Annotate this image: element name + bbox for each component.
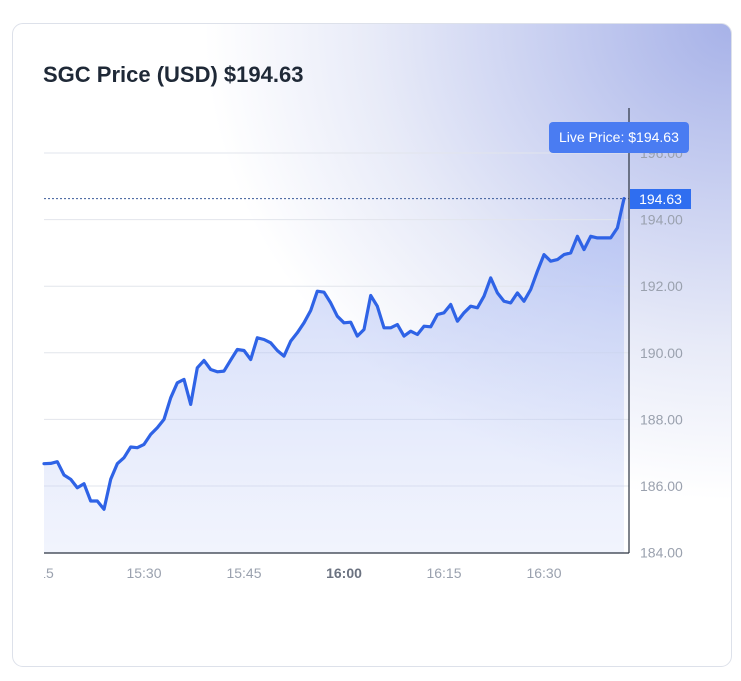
price-area [44, 198, 624, 553]
x-tick-label: 16:30 [526, 565, 561, 581]
price-chart: 184.00186.00188.00190.00192.00194.00196.… [34, 108, 683, 581]
live-price-badge: 194.63 [630, 189, 691, 209]
x-tick-label: :15 [34, 565, 54, 581]
x-tick-label: 16:00 [326, 565, 362, 581]
price-line [42, 197, 626, 511]
live-price-tooltip: Live Price: $194.63 [549, 122, 689, 153]
y-tick-label: 190.00 [640, 345, 683, 361]
y-tick-label: 194.00 [640, 212, 683, 228]
chart-title: SGC Price (USD) $194.63 [43, 62, 304, 87]
x-tick-label: 16:15 [426, 565, 461, 581]
price-chart-card: SGC Price (USD) $194.63 184.00 186.00 188.… [12, 23, 732, 667]
y-tick-label: 184.00 [640, 545, 683, 561]
y-tick-label: 186.00 [640, 478, 683, 494]
y-tick-label: 188.00 [640, 411, 683, 427]
y-tick-label: 192.00 [640, 278, 683, 294]
x-tick-label: 15:30 [126, 565, 161, 581]
x-tick-label: 15:45 [226, 565, 261, 581]
